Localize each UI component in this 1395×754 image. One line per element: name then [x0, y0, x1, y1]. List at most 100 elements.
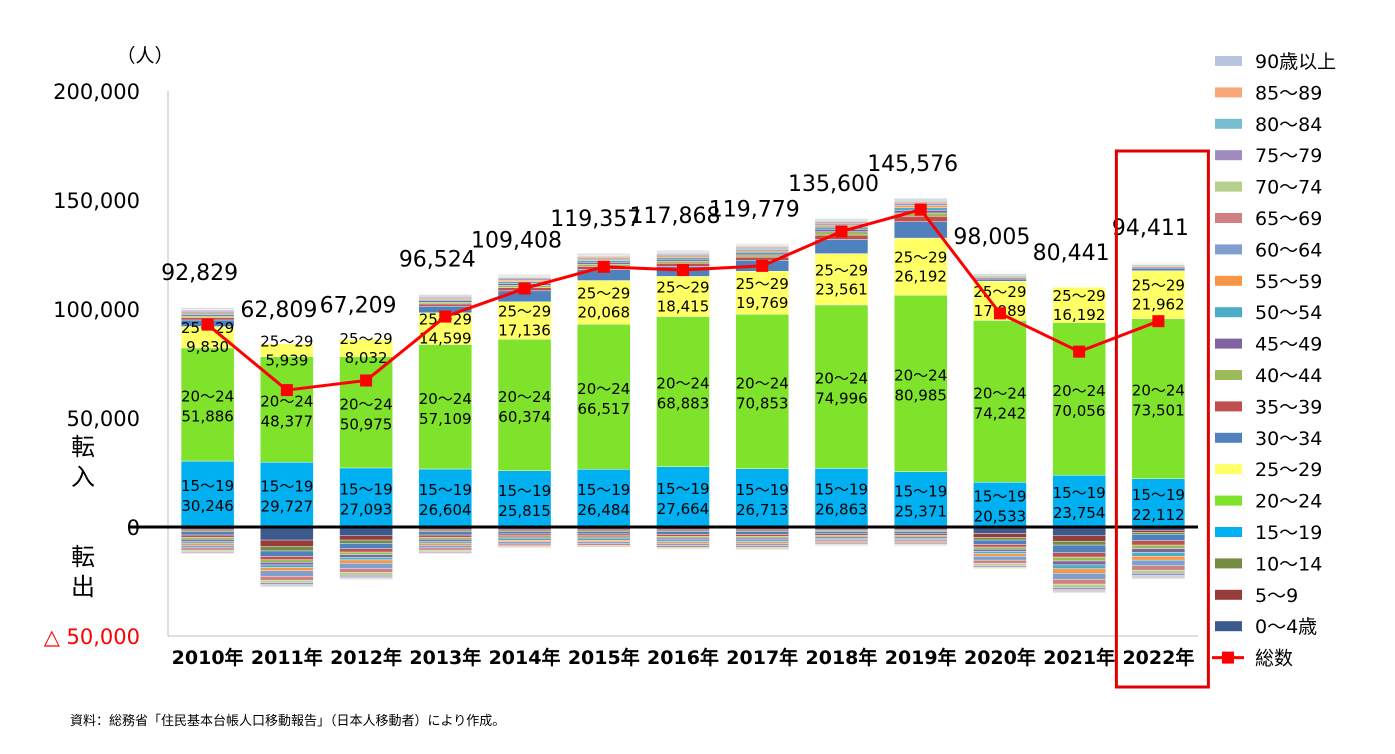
- bar-segment-in: [735, 271, 789, 315]
- bar-segment-out: [339, 574, 393, 578]
- bar-label-age-15-19: 15～19: [260, 478, 313, 496]
- bar-segment-out: [1052, 560, 1106, 566]
- bar-segment-in: [814, 304, 869, 469]
- bar-segment-out: [577, 531, 631, 535]
- bar-segment-out: [497, 541, 552, 545]
- legend-swatch: [1215, 56, 1242, 66]
- bar-segment-out: [1131, 533, 1186, 541]
- bar-label-value-15-19: 26,604: [419, 501, 472, 519]
- bar-label-age-25-29: 25～29: [973, 283, 1026, 301]
- bar-label-age-25-29: 25～29: [577, 284, 630, 302]
- bar-segment-out: [418, 531, 473, 536]
- bar-label-value-20-24: 73,501: [1132, 402, 1185, 420]
- bar-label-value-25-29: 17,136: [498, 321, 551, 339]
- total-label: 117,868: [630, 204, 721, 229]
- bar-label-value-20-24: 51,886: [181, 408, 234, 426]
- total-marker: [439, 310, 452, 323]
- bar-segment-in: [180, 347, 235, 462]
- total-marker: [1152, 315, 1165, 328]
- total-label: 62,809: [240, 298, 317, 323]
- total-marker: [993, 307, 1006, 320]
- bar-label-age-20-24: 20～24: [260, 392, 313, 410]
- bar-label-value-20-24: 50,975: [340, 415, 393, 433]
- bar-segment-out: [1052, 552, 1106, 558]
- bar-label-age-20-24: 20～24: [1053, 382, 1106, 400]
- bar-label-age-15-19: 15～19: [577, 481, 630, 499]
- bar-segment-out: [814, 536, 869, 539]
- bar-label-value-15-19: 26,863: [815, 501, 868, 519]
- total-label: 80,441: [1033, 241, 1110, 266]
- side-label-in: 入: [71, 463, 95, 491]
- bar-segment-out: [497, 531, 552, 535]
- bar-segment-out: [1052, 591, 1106, 594]
- bar-segment-in: [1131, 270, 1186, 319]
- bar-label-age-25-29: 25～29: [736, 275, 789, 293]
- legend-label: 20～24: [1255, 491, 1322, 513]
- bar-segment-out: [1131, 559, 1186, 567]
- legend-label: 45～49: [1255, 334, 1322, 356]
- bar-segment-out: [260, 586, 314, 588]
- bar-label-age-20-24: 20～24: [973, 384, 1026, 402]
- bar-segment-out: [339, 562, 393, 569]
- bar-segment-out: [180, 539, 235, 542]
- bar-label-age-20-24: 20～24: [656, 375, 709, 393]
- bar-segment-in: [893, 294, 948, 472]
- bar-segment-out: [814, 540, 869, 543]
- bar-segment-in: [1131, 478, 1186, 528]
- legend-label: 65～69: [1255, 208, 1322, 230]
- bar-segment-out: [497, 528, 552, 531]
- bar-segment-out: [418, 547, 473, 551]
- bar-segment-out: [973, 533, 1027, 538]
- category-label: 2020年: [964, 646, 1036, 669]
- bar-segment-out: [339, 539, 393, 544]
- bar-segment-in: [418, 344, 473, 470]
- bar-segment-out: [418, 549, 473, 552]
- bar-segment-out: [1131, 544, 1186, 549]
- bar-segment-in: [656, 255, 710, 258]
- total-marker: [518, 282, 531, 295]
- bar-segment-out: [577, 543, 631, 546]
- total-marker: [835, 225, 848, 238]
- total-label: 119,357: [550, 207, 641, 232]
- bar-label-value-25-29: 23,561: [815, 280, 868, 298]
- bar-segment-out: [656, 536, 710, 539]
- bar-segment-out: [577, 540, 631, 543]
- bar-segment-out: [735, 541, 789, 544]
- y-tick-label: 50,000: [67, 407, 140, 431]
- bar-segment-out: [893, 531, 948, 534]
- category-label: 2021年: [1043, 646, 1115, 669]
- legend-swatch: [1215, 118, 1242, 129]
- legend-label: 55～59: [1255, 271, 1322, 293]
- bar-segment-out: [1131, 573, 1186, 576]
- highlight-box: [1114, 149, 1210, 689]
- bar-label-age-25-29: 25～29: [1053, 287, 1106, 305]
- bar-label-value-25-29: 9,830: [186, 338, 229, 356]
- bar-segment-in: [735, 468, 789, 528]
- bar-label-value-15-19: 30,246: [181, 497, 234, 515]
- bar-segment-out: [656, 539, 710, 542]
- legend-swatch: [1215, 495, 1242, 506]
- bar-label-value-15-19: 20,533: [974, 508, 1027, 526]
- bar-segment-out: [339, 543, 393, 549]
- bar-segment-out: [735, 545, 789, 548]
- bar-segment-in: [339, 339, 393, 358]
- legend-swatch: [1215, 213, 1242, 223]
- bar-segment-out: [973, 565, 1027, 568]
- bar-segment-out: [1052, 568, 1106, 574]
- bar-label-value-20-24: 68,883: [657, 395, 710, 413]
- category-label: 2017年: [726, 646, 798, 669]
- bar-segment-out: [893, 533, 948, 536]
- bar-segment-out: [418, 542, 473, 546]
- bar-segment-out: [180, 549, 235, 552]
- total-label: 67,209: [320, 293, 397, 318]
- bar-segment-out: [1052, 535, 1106, 542]
- legend-swatch: [1215, 558, 1242, 569]
- bar-segment-in: [577, 324, 631, 470]
- bar-segment-out: [735, 543, 789, 546]
- bar-segment-out: [260, 582, 314, 585]
- bar-segment-out: [973, 537, 1027, 541]
- bar-segment-in: [735, 243, 789, 245]
- bar-label-age-15-19: 15～19: [656, 480, 709, 498]
- bar-segment-out: [656, 531, 710, 535]
- bar-segment-out: [180, 534, 235, 538]
